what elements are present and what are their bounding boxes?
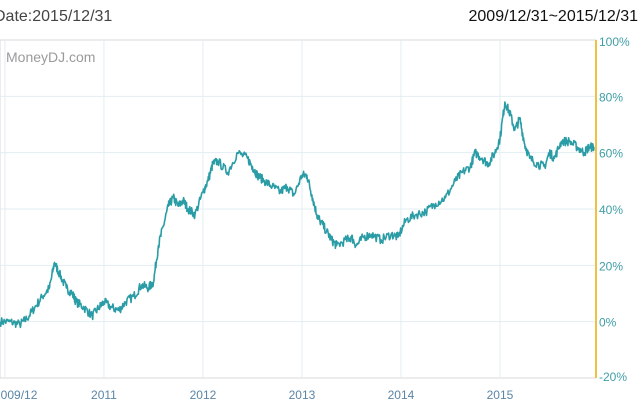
y-tick-label: 0% bbox=[599, 316, 617, 330]
x-tick-label: 2013 bbox=[289, 388, 316, 402]
y-tick-label: 60% bbox=[599, 147, 623, 161]
x-tick-label: 2014 bbox=[388, 388, 415, 402]
x-tick-label: 2009/12 bbox=[0, 388, 38, 402]
date-label: Date:2015/12/31 bbox=[0, 8, 113, 25]
series-line bbox=[0, 101, 595, 329]
x-tick-label: 2011 bbox=[91, 388, 117, 402]
y-tick-label: -20% bbox=[599, 370, 627, 384]
y-tick-label: 100% bbox=[599, 35, 630, 49]
date-range-label: 2009/12/31~2015/12/31 bbox=[468, 8, 639, 25]
y-tick-label: 80% bbox=[599, 90, 623, 104]
x-tick-label: 2012 bbox=[190, 388, 217, 402]
x-tick-label: 2015 bbox=[487, 388, 514, 402]
y-tick-label: 40% bbox=[599, 203, 623, 217]
watermark: MoneyDJ.com bbox=[6, 49, 95, 65]
y-tick-label: 20% bbox=[599, 259, 623, 273]
